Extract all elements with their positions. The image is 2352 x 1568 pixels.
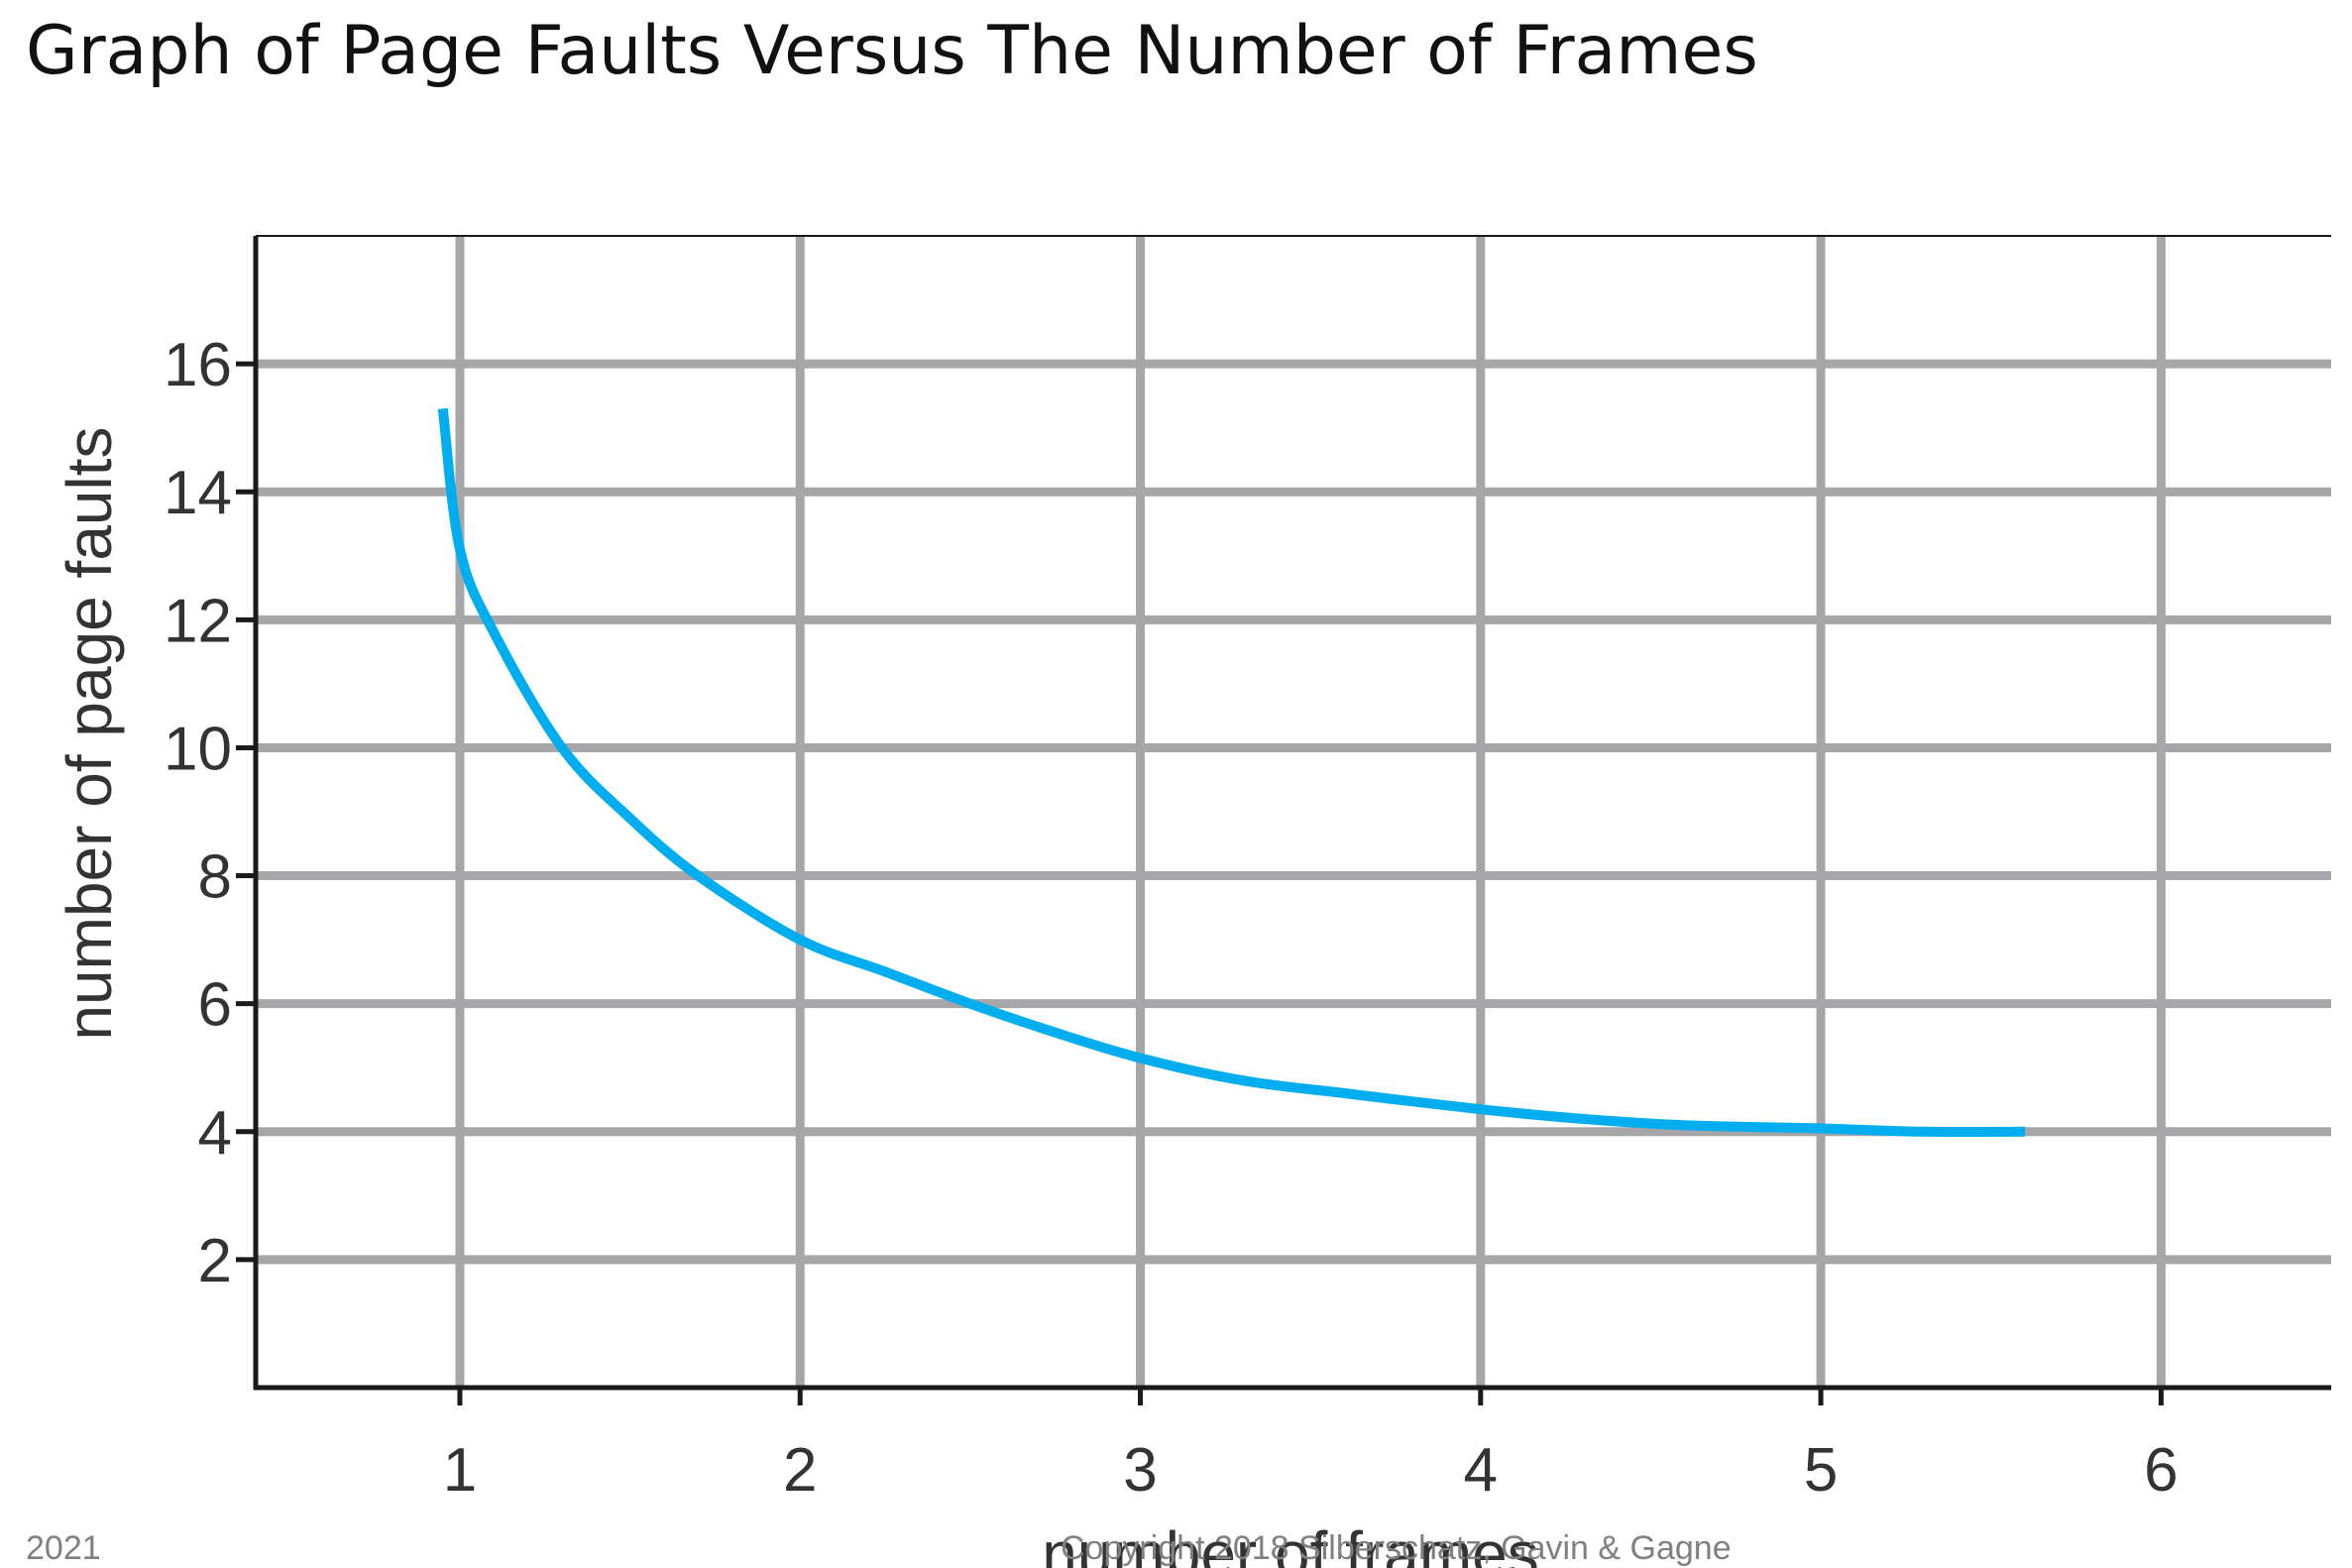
slide-title: Graph of Page Faults Versus The Number o… <box>26 12 1758 90</box>
x-tick-label-1: 1 <box>443 1436 477 1505</box>
y-tick-label-6: 6 <box>198 971 232 1040</box>
x-tick-label-4: 4 <box>1464 1436 1498 1505</box>
y-tick-label-10: 10 <box>164 715 232 783</box>
series-layer <box>437 407 2026 1138</box>
series-line-0 <box>437 407 2026 1138</box>
grid-lines <box>256 236 2331 1388</box>
y-tick-label-2: 2 <box>198 1227 232 1295</box>
axes <box>236 235 2331 1405</box>
footer-copyright: Copyright 2018 Silberschatz, Gavin & Gag… <box>1061 1529 1732 1567</box>
x-tick-label-3: 3 <box>1123 1436 1157 1505</box>
y-tick-label-12: 12 <box>164 587 232 655</box>
footer-year: 2021 <box>26 1529 101 1567</box>
y-tick-label-16: 16 <box>164 331 232 399</box>
x-tick-label-5: 5 <box>1804 1436 1838 1505</box>
x-axis-label: number of frames <box>1042 1518 1539 1568</box>
x-tick-label-6: 6 <box>2144 1436 2178 1505</box>
y-tick-label-14: 14 <box>164 459 232 527</box>
x-tick-label-2: 2 <box>783 1436 817 1505</box>
y-axis-label: number of page faults <box>54 426 125 1040</box>
y-tick-label-8: 8 <box>198 843 232 912</box>
y-tick-label-4: 4 <box>198 1099 232 1168</box>
